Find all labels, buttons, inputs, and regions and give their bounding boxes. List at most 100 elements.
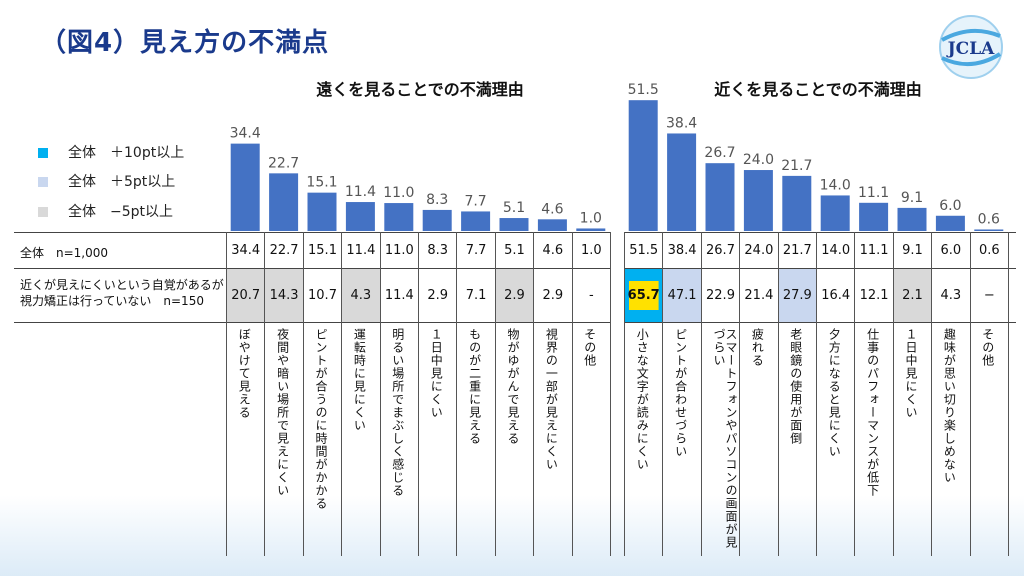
table-vline <box>892 232 894 556</box>
bar-value-label: 11.4 <box>345 184 376 200</box>
table-cell-subgroup: 2.9 <box>542 288 564 303</box>
table-cell-subgroup: 65.7 <box>625 269 663 322</box>
table-cell-total: 11.1 <box>859 243 889 258</box>
table-cell-subgroup: − <box>983 288 995 303</box>
table-cell-subgroup: 7.1 <box>465 288 487 303</box>
table-cell-subgroup: 2.1 <box>893 269 932 322</box>
table-row-label-subgroup-line1: 近くが見えにくいという自覚があるが <box>20 278 224 292</box>
table-cell-total: 22.7 <box>269 243 299 258</box>
table-cell-total: 7.7 <box>465 243 487 258</box>
chart-title-near: 近くを見ることでの不満理由 <box>714 80 922 99</box>
table-cell-subgroup: 47.1 <box>663 269 701 322</box>
category-label: 夕方になると見にくい <box>827 328 842 458</box>
category-label: 仕事のパフォーマンスが低下 <box>865 328 880 497</box>
table-cell-total: 21.7 <box>782 243 812 258</box>
bar-far-7 <box>499 218 529 231</box>
jcla-logo: JCLA <box>939 15 1003 79</box>
table-vline <box>1008 232 1009 556</box>
bar-near-8 <box>935 215 965 231</box>
table-cell-subgroup: 4.3 <box>342 269 380 322</box>
table-cell-total: 26.7 <box>706 243 735 258</box>
table-cell-total: 1.0 <box>580 243 602 258</box>
bar-value-label: 22.7 <box>268 155 299 171</box>
table-cell-subgroup: 27.9 <box>778 269 816 322</box>
bar-value-label: 11.0 <box>383 185 414 201</box>
table-cell-subgroup: 2.9 <box>495 269 534 322</box>
table-cell-subgroup: 16.4 <box>821 288 851 303</box>
table-row-label-subgroup-line2: 視力矯正は行っていない n=150 <box>20 294 204 308</box>
category-label: 趣味が思い切り楽しめない <box>942 328 957 484</box>
table-hline-top-right <box>624 232 1016 233</box>
bar-value-label: 0.6 <box>978 211 1000 227</box>
category-label: スマートフォンやパソコンの画面が見づらい <box>712 328 738 549</box>
bar-value-label: 7.7 <box>464 193 486 209</box>
table-cell-subgroup: 2.9 <box>427 288 449 303</box>
table-vline <box>418 232 419 556</box>
table-vline <box>816 232 817 556</box>
bar-near-4 <box>782 175 812 231</box>
table-cell-total: 15.1 <box>308 243 337 258</box>
table-vline <box>854 232 856 556</box>
bar-far-2 <box>307 192 337 231</box>
bar-far-8 <box>537 219 567 231</box>
table-vline <box>571 232 573 556</box>
svg-text:JCLA: JCLA <box>946 39 996 59</box>
table-hline-label-left <box>14 322 610 323</box>
category-label: ものが二重に見える <box>467 328 482 445</box>
category-label: １日中見にくい <box>904 328 918 419</box>
table-vline <box>456 232 458 556</box>
bar-value-label: 38.4 <box>666 115 697 131</box>
bar-near-3 <box>743 170 773 231</box>
bar-value-label: 8.3 <box>426 192 448 208</box>
table-cell-total: 51.5 <box>629 243 659 258</box>
table-hline-mid-right <box>624 268 1016 269</box>
table-vline <box>739 232 741 556</box>
bar-far-1 <box>269 173 299 231</box>
table-cell-total: 0.6 <box>978 243 1000 258</box>
category-label: 疲れる <box>750 328 765 367</box>
bar-value-label: 51.5 <box>628 82 659 98</box>
legend-swatch <box>38 177 48 187</box>
legend-swatch <box>38 207 48 217</box>
bar-value-label: 26.7 <box>704 145 735 161</box>
table-hline-mid-left <box>14 268 610 269</box>
table-vline <box>931 232 933 556</box>
bar-far-5 <box>422 209 452 231</box>
bar-far-3 <box>345 202 375 231</box>
category-label: ピントが合わせづらい <box>673 328 688 458</box>
category-label: ピントが合うのに時間がかかる <box>314 328 328 510</box>
legend-label: 全体 −5pt以上 <box>68 204 174 220</box>
table-cell-subgroup: 12.1 <box>859 288 889 303</box>
bar-far-0 <box>230 143 260 231</box>
table-cell-subgroup: 14.3 <box>265 269 303 322</box>
legend-label: 全体 ＋10pt以上 <box>68 145 185 161</box>
bar-value-label: 6.0 <box>939 198 961 214</box>
category-label: 視界の一部が見えにくい <box>544 328 559 471</box>
table-cell-subgroup: - <box>588 288 594 303</box>
bar-near-9 <box>974 229 1004 231</box>
table-vline <box>533 232 535 556</box>
bar-value-label: 21.7 <box>781 158 812 174</box>
legend-label: 全体 ＋5pt以上 <box>68 174 176 190</box>
table-cell-subgroup: 20.7 <box>227 269 265 322</box>
legend-swatch <box>38 148 48 158</box>
bar-value-label: 24.0 <box>743 152 774 168</box>
table-cell-total: 24.0 <box>744 243 774 258</box>
table-cell-total: 11.4 <box>346 243 376 258</box>
category-label: 物がゆがんで見える <box>506 328 520 445</box>
table-hline-top-left <box>14 232 610 233</box>
bar-near-6 <box>859 202 889 231</box>
category-label: 老眼鏡の使用が面倒 <box>788 328 803 445</box>
table-cell-total: 4.6 <box>542 243 564 258</box>
table-cell-total: 8.3 <box>427 243 449 258</box>
table-vline <box>610 232 611 556</box>
category-label: 明るい場所でまぶしく感じる <box>390 328 405 497</box>
bar-near-1 <box>667 133 697 231</box>
table-cell-total: 14.0 <box>821 243 851 258</box>
category-label: １日中見にくい <box>429 328 444 419</box>
bar-value-label: 4.6 <box>541 201 563 217</box>
table-vline <box>494 232 496 556</box>
table-cell-subgroup: 11.4 <box>384 288 414 303</box>
category-label: 小さな文字が読みにくい <box>635 328 650 471</box>
